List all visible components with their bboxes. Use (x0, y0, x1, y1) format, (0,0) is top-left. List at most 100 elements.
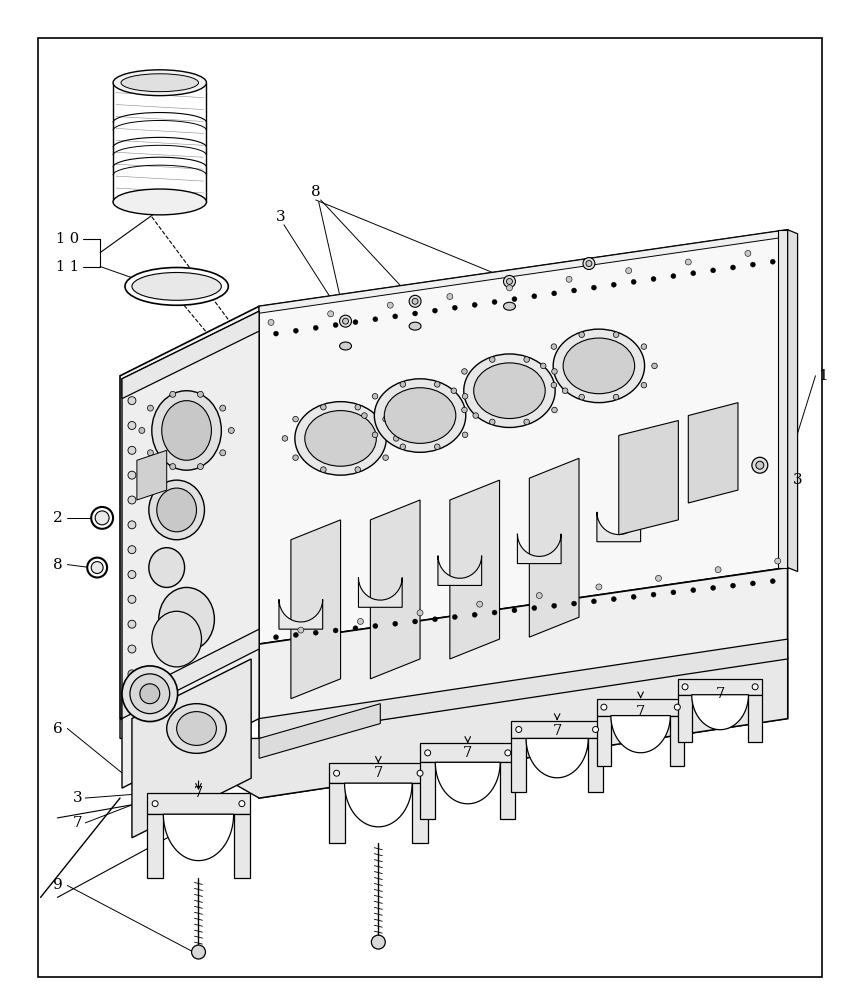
Circle shape (613, 394, 619, 400)
Circle shape (128, 496, 136, 504)
Polygon shape (259, 704, 380, 758)
Circle shape (686, 259, 692, 265)
Circle shape (611, 282, 616, 287)
Ellipse shape (130, 674, 169, 714)
Circle shape (572, 601, 577, 606)
Polygon shape (511, 738, 526, 792)
Ellipse shape (305, 411, 377, 466)
Text: 7: 7 (374, 766, 383, 780)
Circle shape (92, 562, 103, 574)
Circle shape (128, 546, 136, 554)
Circle shape (128, 595, 136, 603)
Circle shape (321, 467, 326, 472)
Ellipse shape (132, 272, 222, 300)
Circle shape (373, 317, 377, 322)
Circle shape (220, 405, 226, 411)
Circle shape (409, 295, 421, 307)
Circle shape (710, 585, 716, 590)
Circle shape (562, 388, 568, 393)
Circle shape (372, 432, 377, 438)
Ellipse shape (473, 363, 545, 419)
Circle shape (503, 275, 515, 287)
Circle shape (393, 314, 398, 319)
Text: 7: 7 (716, 687, 725, 701)
Circle shape (353, 320, 358, 325)
Circle shape (294, 632, 299, 637)
Circle shape (641, 382, 646, 388)
Circle shape (490, 357, 495, 362)
Circle shape (220, 450, 226, 456)
Circle shape (462, 432, 468, 438)
Text: 7: 7 (73, 816, 82, 830)
Circle shape (675, 704, 681, 710)
Polygon shape (511, 721, 603, 738)
Polygon shape (163, 814, 234, 861)
Circle shape (340, 315, 352, 327)
Polygon shape (526, 738, 588, 778)
Circle shape (651, 363, 657, 369)
Ellipse shape (113, 70, 206, 96)
Circle shape (334, 770, 340, 776)
Circle shape (551, 382, 556, 388)
Text: 2: 2 (52, 511, 62, 525)
Circle shape (321, 404, 326, 410)
Polygon shape (688, 403, 738, 503)
Circle shape (452, 615, 457, 620)
Polygon shape (619, 421, 678, 535)
Circle shape (490, 419, 495, 425)
Polygon shape (137, 450, 167, 500)
Circle shape (537, 593, 542, 599)
Circle shape (192, 945, 205, 959)
Circle shape (128, 422, 136, 429)
Polygon shape (778, 230, 788, 568)
Circle shape (353, 626, 358, 631)
Polygon shape (259, 230, 788, 313)
Ellipse shape (157, 488, 197, 532)
Circle shape (691, 588, 696, 593)
Circle shape (730, 583, 735, 588)
Circle shape (671, 274, 676, 279)
Circle shape (425, 750, 431, 756)
Circle shape (512, 608, 517, 613)
Circle shape (473, 302, 477, 307)
Text: 6: 6 (52, 722, 62, 736)
Circle shape (373, 623, 377, 628)
Circle shape (333, 323, 338, 327)
Circle shape (505, 750, 511, 756)
Circle shape (631, 594, 636, 599)
Ellipse shape (162, 401, 211, 460)
Circle shape (770, 579, 776, 584)
Ellipse shape (294, 402, 386, 475)
Circle shape (626, 268, 632, 274)
Polygon shape (678, 679, 762, 695)
Ellipse shape (384, 388, 455, 443)
Polygon shape (329, 783, 345, 843)
Text: 3: 3 (73, 791, 82, 805)
Circle shape (691, 271, 696, 276)
Circle shape (752, 684, 758, 690)
Polygon shape (234, 814, 250, 878)
Circle shape (387, 302, 393, 308)
Ellipse shape (503, 302, 515, 310)
Polygon shape (279, 599, 323, 629)
Circle shape (461, 369, 467, 374)
Circle shape (682, 684, 688, 690)
Circle shape (417, 770, 423, 776)
Polygon shape (120, 306, 259, 719)
Circle shape (524, 357, 530, 362)
Polygon shape (291, 520, 341, 699)
Text: 8: 8 (52, 558, 62, 572)
Ellipse shape (152, 391, 222, 470)
Polygon shape (529, 458, 579, 637)
Circle shape (394, 436, 399, 441)
Circle shape (540, 363, 546, 369)
Circle shape (566, 276, 572, 282)
Ellipse shape (149, 480, 205, 540)
Circle shape (358, 618, 364, 624)
Circle shape (532, 294, 537, 299)
Circle shape (751, 262, 755, 267)
Text: 7: 7 (193, 786, 203, 800)
Circle shape (372, 393, 377, 399)
Polygon shape (120, 657, 788, 798)
Circle shape (152, 801, 158, 807)
